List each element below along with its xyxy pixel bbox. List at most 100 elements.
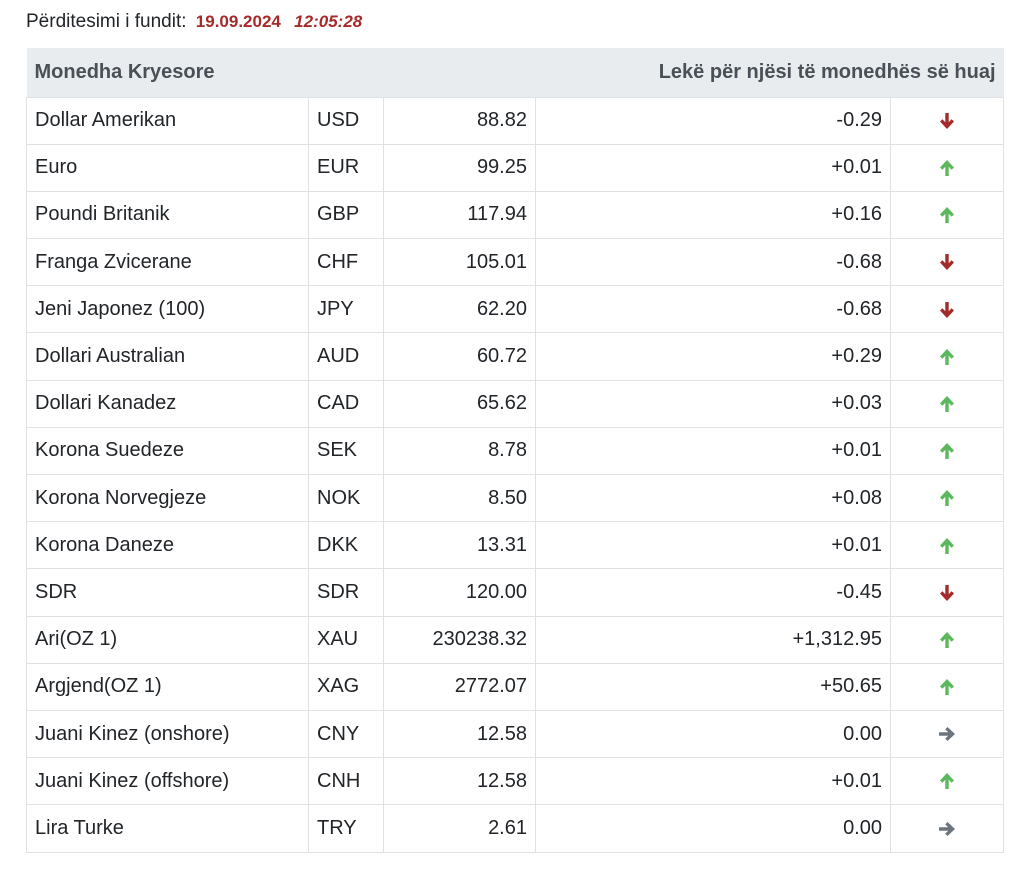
currency-rate: 13.31	[383, 521, 536, 570]
currency-trend	[889, 709, 1005, 759]
arrow-up-icon	[937, 158, 957, 178]
table-row: Dollari Kanadez CAD 65.62 +0.03	[26, 379, 1005, 428]
currency-name: Korona Norvegjeze	[26, 473, 309, 523]
currency-rate: 12.58	[383, 709, 536, 759]
currency-code: USD	[308, 96, 384, 145]
currency-change: -0.68	[535, 238, 891, 287]
table-row: Ari(OZ 1) XAU 230238.32 +1,312.95	[26, 615, 1005, 664]
currency-trend	[889, 568, 1005, 617]
currency-code: CNH	[308, 757, 384, 806]
currency-rate: 99.25	[383, 143, 536, 192]
currency-name: SDR	[26, 568, 309, 617]
currency-trend	[889, 804, 1005, 853]
currency-change: +0.16	[535, 190, 891, 240]
header-main-currencies: Monedha Kryesore	[34, 60, 215, 83]
currency-change: +0.29	[535, 332, 891, 381]
currency-change: -0.45	[535, 568, 891, 617]
currency-rate: 88.82	[383, 96, 536, 145]
currency-rate: 60.72	[383, 332, 536, 381]
currency-rate: 8.50	[383, 473, 536, 523]
last-update-line: Përditesimi i fundit: 19.09.2024 12:05:2…	[26, 0, 1003, 44]
currency-rate: 2772.07	[383, 662, 536, 711]
table-row: Poundi Britanik GBP 117.94 +0.16	[26, 190, 1005, 240]
arrow-down-icon	[937, 252, 957, 272]
currency-rate: 62.20	[383, 285, 536, 334]
currency-name: Korona Daneze	[26, 521, 309, 570]
currency-name: Dollari Australian	[26, 332, 309, 381]
arrow-up-icon	[937, 488, 957, 508]
currency-rate: 2.61	[383, 804, 536, 853]
currency-trend	[889, 285, 1005, 334]
currency-rate: 117.94	[383, 190, 536, 240]
table-row: Korona Suedeze SEK 8.78 +0.01	[26, 426, 1005, 476]
table-row: Jeni Japonez (100) JPY 62.20 -0.68	[26, 285, 1005, 334]
currency-code: SDR	[308, 568, 384, 617]
exchange-rates-table: Monedha Kryesore Lekë për njësi të moned…	[26, 48, 1005, 853]
currency-code: GBP	[308, 190, 384, 240]
table-row: Dollar Amerikan USD 88.82 -0.29	[26, 96, 1005, 145]
currency-rate: 120.00	[383, 568, 536, 617]
currency-trend	[889, 426, 1005, 476]
currency-trend	[889, 332, 1005, 381]
arrow-up-icon	[937, 205, 957, 225]
currency-name: Korona Suedeze	[26, 426, 309, 476]
currency-change: -0.29	[535, 96, 891, 145]
table-row: Korona Daneze DKK 13.31 +0.01	[26, 521, 1005, 570]
currency-name: Juani Kinez (offshore)	[26, 757, 309, 806]
currency-change: -0.68	[535, 285, 891, 334]
currency-name: Lira Turke	[26, 804, 309, 853]
currency-change: +50.65	[535, 662, 891, 711]
currency-code: SEK	[308, 426, 384, 476]
table-row: SDR SDR 120.00 -0.45	[26, 568, 1005, 617]
currency-name: Poundi Britanik	[26, 190, 309, 240]
table-row: Euro EUR 99.25 +0.01	[26, 143, 1005, 192]
currency-name: Franga Zvicerane	[26, 238, 309, 287]
currency-trend	[889, 379, 1005, 428]
arrow-down-icon	[937, 111, 957, 131]
currency-code: CAD	[308, 379, 384, 428]
currency-code: TRY	[308, 804, 384, 853]
last-update-time: 12:05:28	[294, 12, 363, 31]
currency-rate: 8.78	[383, 426, 536, 476]
currency-code: EUR	[308, 143, 384, 192]
currency-name: Dollar Amerikan	[26, 96, 309, 145]
currency-trend	[889, 238, 1005, 287]
currency-rate: 12.58	[383, 757, 536, 806]
table-row: Lira Turke TRY 2.61 0.00	[26, 804, 1005, 853]
currency-code: CHF	[308, 238, 384, 287]
currency-change: +0.03	[535, 379, 891, 428]
currency-name: Euro	[26, 143, 309, 192]
currency-code: JPY	[308, 285, 384, 334]
table-row: Argjend(OZ 1) XAG 2772.07 +50.65	[26, 662, 1005, 711]
table-row: Juani Kinez (onshore) CNY 12.58 0.00	[26, 709, 1005, 759]
currency-name: Juani Kinez (onshore)	[26, 709, 309, 759]
currency-rate: 105.01	[383, 238, 536, 287]
currency-code: NOK	[308, 473, 384, 523]
arrow-up-icon	[937, 771, 957, 791]
currency-code: CNY	[308, 709, 384, 759]
currency-change: +0.01	[535, 426, 891, 476]
currency-change: +1,312.95	[535, 615, 891, 664]
currency-trend	[889, 190, 1005, 240]
currency-change: +0.08	[535, 473, 891, 523]
currency-trend	[889, 521, 1005, 570]
table-row: Korona Norvegjeze NOK 8.50 +0.08	[26, 473, 1005, 523]
currency-change: +0.01	[535, 143, 891, 192]
last-update-label: Përditesimi i fundit:	[26, 11, 187, 32]
currency-code: XAU	[308, 615, 384, 664]
currency-change: +0.01	[535, 757, 891, 806]
table-header-row: Monedha Kryesore Lekë për njësi të moned…	[26, 48, 1004, 97]
currency-trend	[889, 96, 1005, 145]
currency-trend	[889, 615, 1005, 664]
table-row: Franga Zvicerane CHF 105.01 -0.68	[26, 238, 1005, 287]
currency-trend	[889, 143, 1005, 192]
currency-name: Argjend(OZ 1)	[26, 662, 309, 711]
arrow-up-icon	[937, 677, 957, 697]
currency-trend	[889, 662, 1005, 711]
currency-code: XAG	[308, 662, 384, 711]
exchange-rates-panel: Përditesimi i fundit: 19.09.2024 12:05:2…	[26, 0, 1005, 853]
table-row: Juani Kinez (offshore) CNH 12.58 +0.01	[26, 757, 1005, 806]
table-body: Dollar Amerikan USD 88.82 -0.29 Euro EUR 99.25…	[26, 96, 1005, 853]
currency-change: 0.00	[535, 709, 891, 759]
currency-code: DKK	[308, 521, 384, 570]
